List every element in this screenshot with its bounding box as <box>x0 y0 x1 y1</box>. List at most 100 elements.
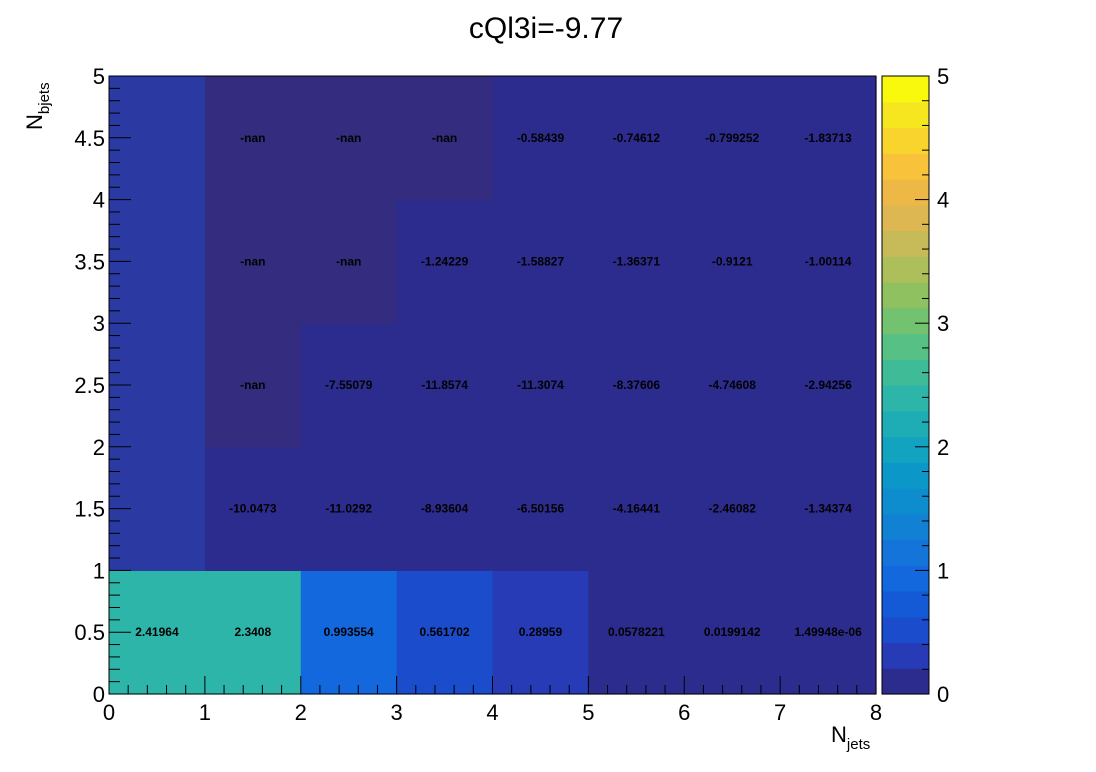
y-tick-label: 2 <box>93 435 105 460</box>
colorbar-swatch <box>882 179 929 206</box>
colorbar-swatch <box>882 385 929 412</box>
cell-value-label: -8.93604 <box>421 502 469 516</box>
colorbar-swatch <box>882 153 929 180</box>
cell-value-label: -nan <box>336 254 361 268</box>
heatmap-cell <box>492 199 589 324</box>
colorbar-tick-label: 2 <box>937 435 949 460</box>
x-tick-label: 3 <box>391 700 403 725</box>
cell-value-label: -11.8574 <box>421 378 468 392</box>
colorbar-swatch <box>882 333 929 360</box>
cell-value-label: 0.0578221 <box>608 625 665 639</box>
cell-value-label: -nan <box>240 378 265 392</box>
cell-value-label: -nan <box>432 131 457 145</box>
x-tick-label: 4 <box>486 700 498 725</box>
colorbar-frame <box>881 75 930 695</box>
cell-value-label: 1.49948e-06 <box>794 625 862 639</box>
heatmap-cell <box>300 199 398 324</box>
x-axis-label-main: N <box>831 722 847 747</box>
heatmap-cell <box>300 446 398 571</box>
y-tick-label: 0 <box>93 682 105 707</box>
colorbar-swatch <box>882 642 929 669</box>
colorbar-tick-label: 0 <box>937 682 949 707</box>
y-tick-label: 3 <box>93 311 105 336</box>
cell-value-label: 0.0199142 <box>704 625 761 639</box>
heatmap-cell <box>204 323 302 448</box>
heatmap-cell <box>204 446 302 571</box>
heatmap-cell <box>780 323 877 448</box>
x-tick-label: 1 <box>199 700 211 725</box>
heatmap-cell <box>396 76 494 201</box>
cell-value-label: -1.34374 <box>804 502 852 516</box>
cell-value-label: -1.83713 <box>804 131 852 145</box>
y-axis-label: Nbjets <box>22 82 53 130</box>
y-axis-label-main: N <box>22 114 47 130</box>
cell-value-label: -1.00114 <box>805 254 852 268</box>
heatmap-cell <box>588 76 685 201</box>
heatmap-cell <box>588 199 685 324</box>
cell-value-label: -0.58439 <box>517 131 565 145</box>
colorbar-swatch <box>882 282 929 309</box>
cell-value-label: -2.46082 <box>709 502 757 516</box>
cell-value-label: 0.561702 <box>420 625 470 639</box>
colorbar-swatch <box>882 307 929 335</box>
heatmap-cell <box>396 199 494 324</box>
x-tick-label: 2 <box>295 700 307 725</box>
cell-value-label: -0.74612 <box>613 131 661 145</box>
cell-value-label: -10.0473 <box>229 502 277 516</box>
colorbar-swatch <box>882 513 929 541</box>
colorbar-swatch <box>882 436 929 463</box>
colorbar-swatch <box>882 101 929 129</box>
x-axis-label: Njets <box>831 722 870 753</box>
heatmap-cell <box>396 323 494 448</box>
heatmap-cell <box>684 323 781 448</box>
y-tick-label: 0.5 <box>74 620 105 645</box>
y-tick-label: 1 <box>93 558 105 583</box>
y-tick-label: 4 <box>93 188 105 213</box>
y-tick-label: 3.5 <box>74 249 105 274</box>
heatmap-cell <box>684 199 781 324</box>
cell-value-label: -4.74608 <box>709 378 757 392</box>
colorbar: 0 1 2 3 4 5 <box>881 64 949 707</box>
heatmap-cell <box>780 76 877 201</box>
colorbar-swatch <box>882 230 929 257</box>
cell-value-label: -7.55079 <box>325 378 373 392</box>
cell-value-label: 2.41964 <box>135 625 179 639</box>
chart-title: cQl3i=-9.77 <box>469 12 623 45</box>
cell-value-label: 2.3408 <box>234 625 271 639</box>
heatmap-cell <box>300 323 398 448</box>
heatmap-cell <box>204 570 302 695</box>
y-axis-label-sub: bjets <box>36 82 53 114</box>
heatmap-cell <box>396 446 494 571</box>
cell-value-label: -nan <box>336 131 361 145</box>
heatmap-cells <box>109 76 877 695</box>
x-axis-label-sub: jets <box>846 736 870 753</box>
colorbar-swatch <box>882 591 929 618</box>
colorbar-swatch <box>882 204 929 232</box>
colorbar-swatch <box>882 410 929 438</box>
cell-value-label: -nan <box>240 254 265 268</box>
y-tick-label: 5 <box>93 64 105 89</box>
heatmap-cell <box>204 199 302 324</box>
cell-value-label: -0.9121 <box>712 254 753 268</box>
x-tick-label: 6 <box>678 700 690 725</box>
heatmap-cell <box>780 446 877 571</box>
colorbar-swatch <box>882 616 929 644</box>
heatmap-cell <box>684 446 781 571</box>
heatmap-cell <box>780 199 877 324</box>
heatmap-cell <box>396 570 494 695</box>
cell-value-label: -0.799252 <box>705 131 759 145</box>
x-tick-label: 5 <box>582 700 594 725</box>
cell-value-label: -1.58827 <box>517 254 565 268</box>
cell-value-label: -2.94256 <box>804 378 852 392</box>
cell-value-label: 0.28959 <box>519 625 563 639</box>
y-tick-label: 1.5 <box>74 497 105 522</box>
colorbar-swatch <box>882 565 929 592</box>
colorbar-swatch <box>882 127 929 154</box>
x-tick-label: 0 <box>103 700 115 725</box>
cell-value-label: 0.993554 <box>324 625 374 639</box>
colorbar-tick-label: 5 <box>937 64 949 89</box>
heatmap-cell <box>684 570 781 695</box>
cell-value-label: -1.24229 <box>421 254 469 268</box>
cell-value-label: -11.3074 <box>517 378 564 392</box>
